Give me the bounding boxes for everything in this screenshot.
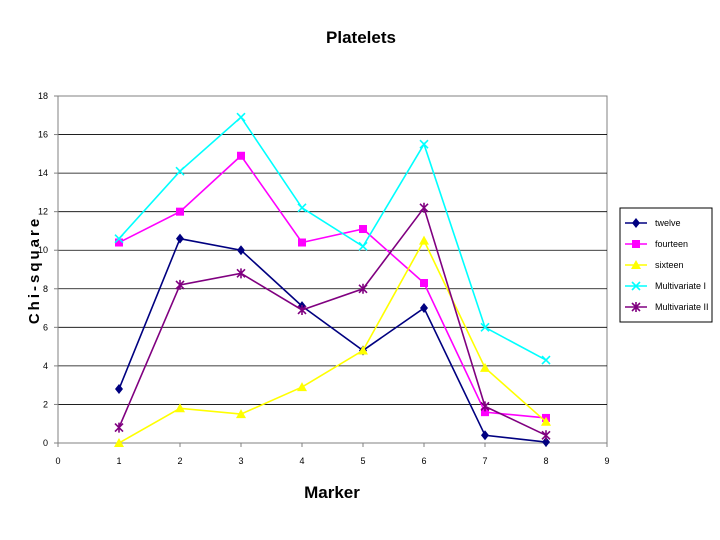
x-tick-label-6: 6 (421, 456, 426, 466)
data-point-4-4 (358, 283, 368, 294)
series-2 (114, 235, 551, 447)
legend-marker-4 (631, 302, 641, 312)
legend: twelve fourteen sixteen Multivariate I Multi… (619, 207, 713, 323)
x-tick-label-2: 2 (177, 456, 182, 466)
axes (54, 95, 608, 447)
y-tick-label-4: 8 (43, 284, 48, 294)
data-point-4-2 (236, 268, 246, 279)
x-tick-label-7: 7 (482, 456, 487, 466)
series-line-4 (118, 206, 547, 437)
legend-label-2: sixteen (655, 260, 684, 270)
data-point-2-2 (236, 409, 246, 419)
data-point-1-6 (481, 408, 489, 417)
data-point-0-1 (176, 233, 184, 244)
data-point-3-3 (297, 203, 307, 213)
x-axis-label: Marker (304, 483, 360, 502)
data-point-4-0 (114, 422, 124, 433)
data-point-2-0 (114, 438, 124, 447)
x-tick-labels: 0 1 2 3 4 5 6 7 8 9 (55, 456, 609, 466)
legend-label-3: Multivariate I (655, 281, 706, 291)
series-line-2 (118, 238, 547, 444)
legend-label-0: twelve (655, 218, 681, 228)
y-tick-labels: 0 2 4 6 8 10 12 14 16 18 (38, 91, 48, 448)
series-line-0 (118, 237, 547, 443)
y-tick-label-6: 12 (38, 207, 48, 217)
legend-marker-2 (631, 260, 641, 269)
data-point-4-5 (419, 202, 429, 213)
y-tick-label-5: 10 (38, 245, 48, 255)
x-tick-label-9: 9 (604, 456, 609, 466)
y-tick-label-2: 4 (43, 361, 48, 371)
data-point-3-1 (175, 166, 185, 176)
x-tick-label-8: 8 (543, 456, 548, 466)
legend-label-4: Multivariate II (655, 302, 709, 312)
y-tick-label-9: 18 (38, 91, 48, 101)
data-point-1-2 (237, 151, 245, 160)
data-point-2-3 (297, 382, 307, 392)
data-point-3-7 (541, 355, 551, 365)
data-point-0-2 (237, 245, 245, 256)
legend-marker-3 (631, 281, 641, 291)
data-point-3-5 (419, 139, 429, 149)
data-point-1-1 (176, 207, 184, 216)
data-point-1-3 (298, 238, 306, 247)
y-tick-label-0: 0 (43, 438, 48, 448)
data-point-4-1 (175, 279, 185, 290)
x-tick-label-4: 4 (299, 456, 304, 466)
legend-label-1: fourteen (655, 239, 688, 249)
y-tick-label-1: 2 (43, 399, 48, 409)
data-point-1-4 (359, 225, 367, 234)
x-tick-label-5: 5 (360, 456, 365, 466)
x-tick-label-0: 0 (55, 456, 60, 466)
x-tick-label-3: 3 (238, 456, 243, 466)
data-point-0-5 (420, 303, 428, 314)
data-point-3-2 (236, 112, 246, 122)
data-point-0-6 (481, 430, 489, 441)
data-point-2-5 (419, 235, 429, 245)
data-point-1-5 (420, 278, 428, 287)
y-axis-label: Chi-square (26, 216, 43, 324)
legend-marker-0 (632, 218, 640, 228)
data-point-1-0 (115, 238, 123, 247)
legend-marker-1 (632, 240, 640, 248)
data-point-4-3 (297, 304, 307, 315)
series-line-3 (118, 116, 547, 361)
series-3 (114, 112, 551, 365)
data-point-4-7 (541, 430, 551, 441)
data-point-3-6 (480, 322, 490, 332)
plot-area (57, 95, 608, 444)
data-point-3-0 (114, 234, 124, 244)
series-line-1 (118, 154, 547, 419)
series-4 (114, 202, 551, 441)
data-point-2-7 (541, 416, 551, 426)
chart-title: Platelets (326, 28, 396, 47)
series-group (114, 112, 551, 448)
data-point-3-4 (358, 241, 368, 251)
data-point-2-6 (480, 362, 490, 372)
x-tick-label-1: 1 (116, 456, 121, 466)
data-point-2-4 (358, 345, 368, 355)
y-tick-label-7: 14 (38, 168, 48, 178)
data-point-0-0 (115, 384, 123, 395)
y-tick-label-3: 6 (43, 322, 48, 332)
y-tick-label-8: 16 (38, 130, 48, 140)
data-point-4-6 (480, 401, 490, 412)
data-point-0-7 (542, 437, 550, 448)
data-point-2-1 (175, 403, 185, 413)
